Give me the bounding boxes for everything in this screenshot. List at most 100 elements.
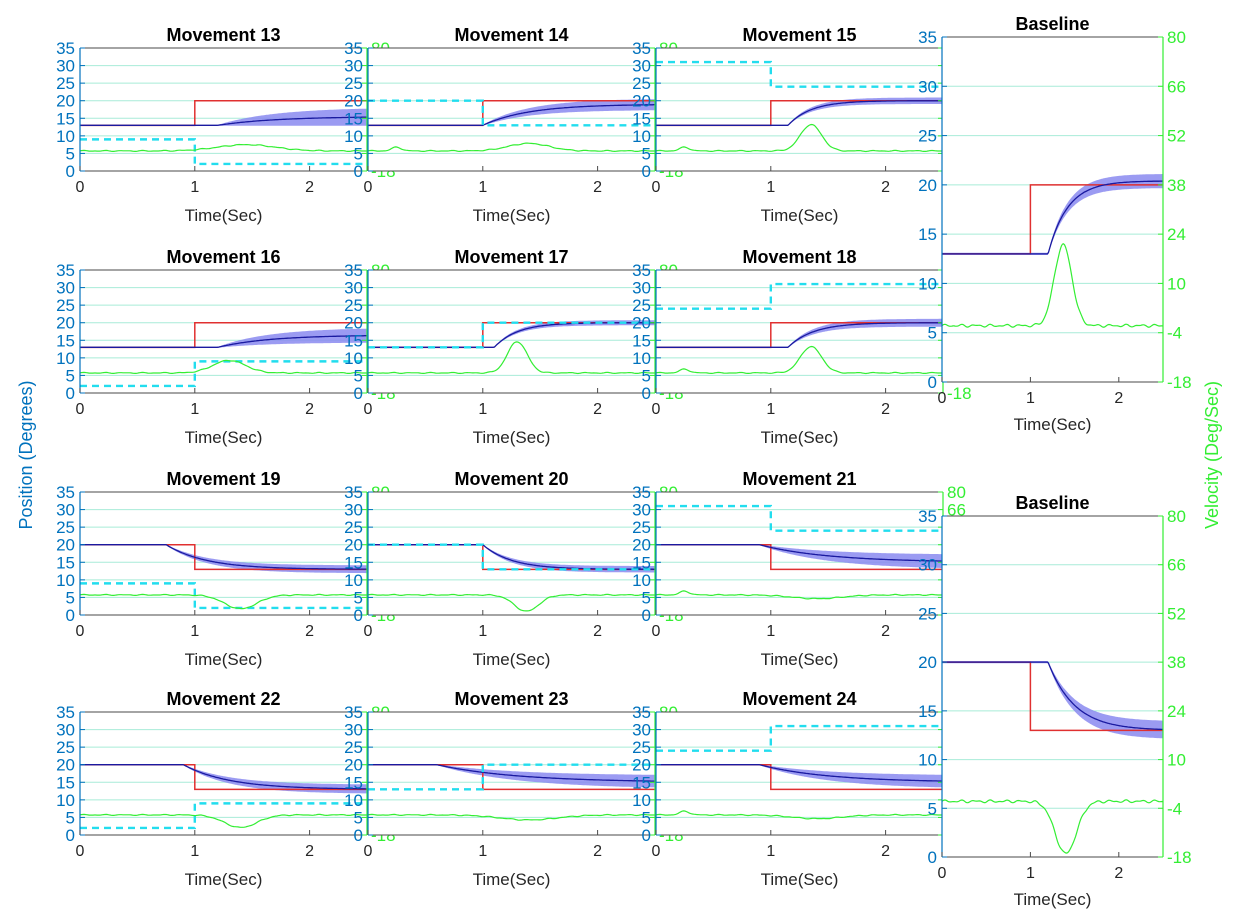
x-tick-label: 2 (593, 179, 602, 196)
chart-movement-22: Movement 22012Time(Sec)05101520253035-18… (56, 689, 396, 889)
x-axis-label: Time(Sec) (185, 870, 263, 889)
position-tick-label: 25 (632, 518, 651, 537)
position-tick-label: 0 (66, 826, 75, 845)
position-tick-label: 35 (56, 261, 75, 280)
velocity-line (656, 590, 943, 600)
x-axis-label: Time(Sec) (473, 206, 551, 225)
x-tick-label: 1 (190, 401, 199, 418)
position-tick-label: 0 (354, 384, 363, 403)
mean-position-line (368, 104, 655, 126)
position-tick-label: 35 (632, 39, 651, 58)
mean-position-line (368, 544, 655, 570)
position-tick-label: 10 (344, 127, 363, 146)
position-tick-label: 20 (56, 756, 75, 775)
x-tick-label: 0 (364, 843, 373, 860)
position-tick-label: 25 (344, 296, 363, 315)
position-tick-label: 0 (66, 162, 75, 181)
position-tick-label: 35 (918, 507, 937, 526)
position-tick-label: 0 (354, 826, 363, 845)
std-band (368, 99, 655, 126)
x-tick-label: 1 (190, 623, 199, 640)
position-tick-label: 30 (56, 501, 75, 520)
position-tick-label: 20 (632, 536, 651, 555)
x-tick-label: 1 (190, 179, 199, 196)
chart-title: Movement 22 (166, 689, 280, 709)
x-tick-label: 1 (478, 843, 487, 860)
position-tick-label: 10 (344, 571, 363, 590)
chart-movement-13: Movement 13012Time(Sec)05101520253035-18… (56, 25, 396, 225)
x-tick-label: 2 (881, 401, 890, 418)
plot-area (368, 270, 655, 393)
x-axis-label: Time(Sec) (185, 650, 263, 669)
velocity-tick-label: 24 (1167, 225, 1186, 244)
position-tick-label: 30 (632, 721, 651, 740)
x-tick-label: 2 (305, 843, 314, 860)
position-tick-label: 5 (928, 324, 937, 343)
chart-title: Movement 15 (742, 25, 856, 45)
position-tick-label: 30 (344, 279, 363, 298)
position-tick-label: 35 (632, 261, 651, 280)
chart-baseline-1: Baseline 0 1 2 Time(Sec) 0 5 10 15 20 25 30 35 -18 -4 1… (918, 14, 1192, 434)
chart-title: Movement 24 (742, 689, 856, 709)
mean-position-line (80, 764, 367, 790)
x-tick-label: 1 (478, 179, 487, 196)
mean-position-line (368, 764, 655, 782)
position-tick-label: 15 (344, 331, 363, 350)
x-tick-label: 2 (305, 623, 314, 640)
position-tick-label: 20 (632, 314, 651, 333)
position-tick-label: 10 (56, 791, 75, 810)
position-tick-label: 10 (632, 349, 651, 368)
velocity-tick-label: 24 (1167, 702, 1186, 721)
velocity-tick-label: 80 (947, 483, 966, 502)
x-axis-label: Time(Sec) (1014, 890, 1092, 909)
std-band (656, 544, 943, 568)
velocity-tick-label: -18 (1167, 848, 1192, 867)
x-axis-label: Time(Sec) (761, 650, 839, 669)
position-axis-label: Position (Degrees) (16, 380, 36, 529)
x-tick-label: 0 (652, 623, 661, 640)
velocity-line (368, 142, 655, 153)
x-axis-label: Time(Sec) (473, 428, 551, 447)
mean-position-line (942, 661, 1163, 731)
subplots: Movement 13012Time(Sec)05101520253035-18… (56, 14, 1192, 909)
position-tick-label: 30 (344, 57, 363, 76)
x-axis-label: Time(Sec) (1014, 415, 1092, 434)
position-tick-label: 30 (918, 556, 937, 575)
plot-area (80, 712, 367, 835)
chart-title: Movement 18 (742, 247, 856, 267)
position-tick-label: 35 (632, 483, 651, 502)
std-band (942, 661, 1163, 739)
position-tick-label: 25 (56, 518, 75, 537)
velocity-line (368, 813, 655, 821)
position-tick-label: 30 (56, 57, 75, 76)
position-tick-label: 25 (632, 738, 651, 757)
x-tick-label: 0 (76, 179, 85, 196)
position-tick-label: 0 (642, 384, 651, 403)
position-tick-label: 5 (354, 366, 363, 385)
position-tick-label: 5 (66, 144, 75, 163)
x-axis-label: Time(Sec) (473, 650, 551, 669)
chart-title: Movement 23 (454, 689, 568, 709)
position-tick-label: 15 (56, 109, 75, 128)
position-tick-label: 25 (56, 296, 75, 315)
x-tick-label: 2 (593, 401, 602, 418)
std-band (368, 544, 655, 573)
x-tick-label: 0 (652, 401, 661, 418)
position-tick-label: 30 (344, 721, 363, 740)
position-tick-label: 35 (632, 703, 651, 722)
x-tick-label: 1 (478, 623, 487, 640)
velocity-tick-label: 52 (1167, 604, 1186, 623)
position-tick-label: 5 (66, 588, 75, 607)
chart-title: Movement 13 (166, 25, 280, 45)
velocity-tick-label: 10 (1167, 274, 1186, 293)
position-tick-label: 10 (918, 751, 937, 770)
x-tick-label: 0 (364, 623, 373, 640)
position-tick-label: 10 (632, 127, 651, 146)
x-tick-label: 0 (364, 179, 373, 196)
position-tick-label: 25 (344, 518, 363, 537)
x-tick-label: 0 (364, 401, 373, 418)
position-tick-label: 5 (66, 366, 75, 385)
position-tick-label: 30 (56, 279, 75, 298)
x-tick-label: 2 (881, 843, 890, 860)
mean-position-line (80, 544, 367, 570)
